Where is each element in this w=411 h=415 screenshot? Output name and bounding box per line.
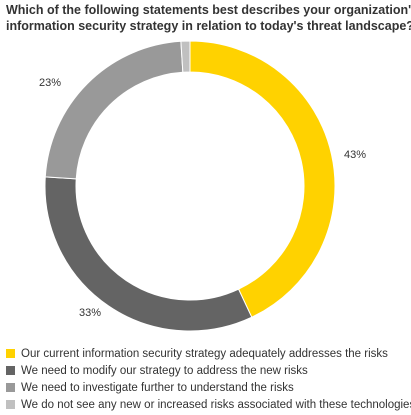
legend: Our current information security strateg… — [6, 345, 411, 413]
legend-swatch — [6, 349, 15, 358]
slice-label: 23% — [39, 77, 61, 89]
chart-title-line-1: Which of the following statements best d… — [6, 3, 411, 17]
donut-slice — [180, 40, 191, 73]
legend-swatch — [6, 383, 15, 392]
donut-slice — [189, 40, 336, 318]
chart-title: Which of the following statements best d… — [6, 2, 411, 34]
legend-item-adequate: Our current information security strateg… — [6, 345, 411, 362]
legend-swatch — [6, 366, 15, 375]
donut-slice — [44, 40, 184, 180]
donut-chart: 43% 33% 23% — [39, 40, 366, 332]
donut-slice — [44, 176, 253, 332]
slice-label: 43% — [344, 149, 366, 161]
slice-label: 33% — [79, 307, 101, 319]
legend-item-modify: We need to modify our strategy to addres… — [6, 362, 411, 379]
legend-label: We need to modify our strategy to addres… — [21, 364, 308, 377]
legend-label: We do not see any new or increased risks… — [21, 398, 411, 411]
legend-label: We need to investigate further to unders… — [21, 381, 294, 394]
legend-item-no-new-risks: We do not see any new or increased risks… — [6, 396, 411, 413]
legend-label: Our current information security strateg… — [21, 347, 388, 360]
chart-title-line-2: information security strategy in relatio… — [6, 19, 411, 33]
legend-item-investigate: We need to investigate further to unders… — [6, 379, 411, 396]
legend-swatch — [6, 400, 15, 409]
